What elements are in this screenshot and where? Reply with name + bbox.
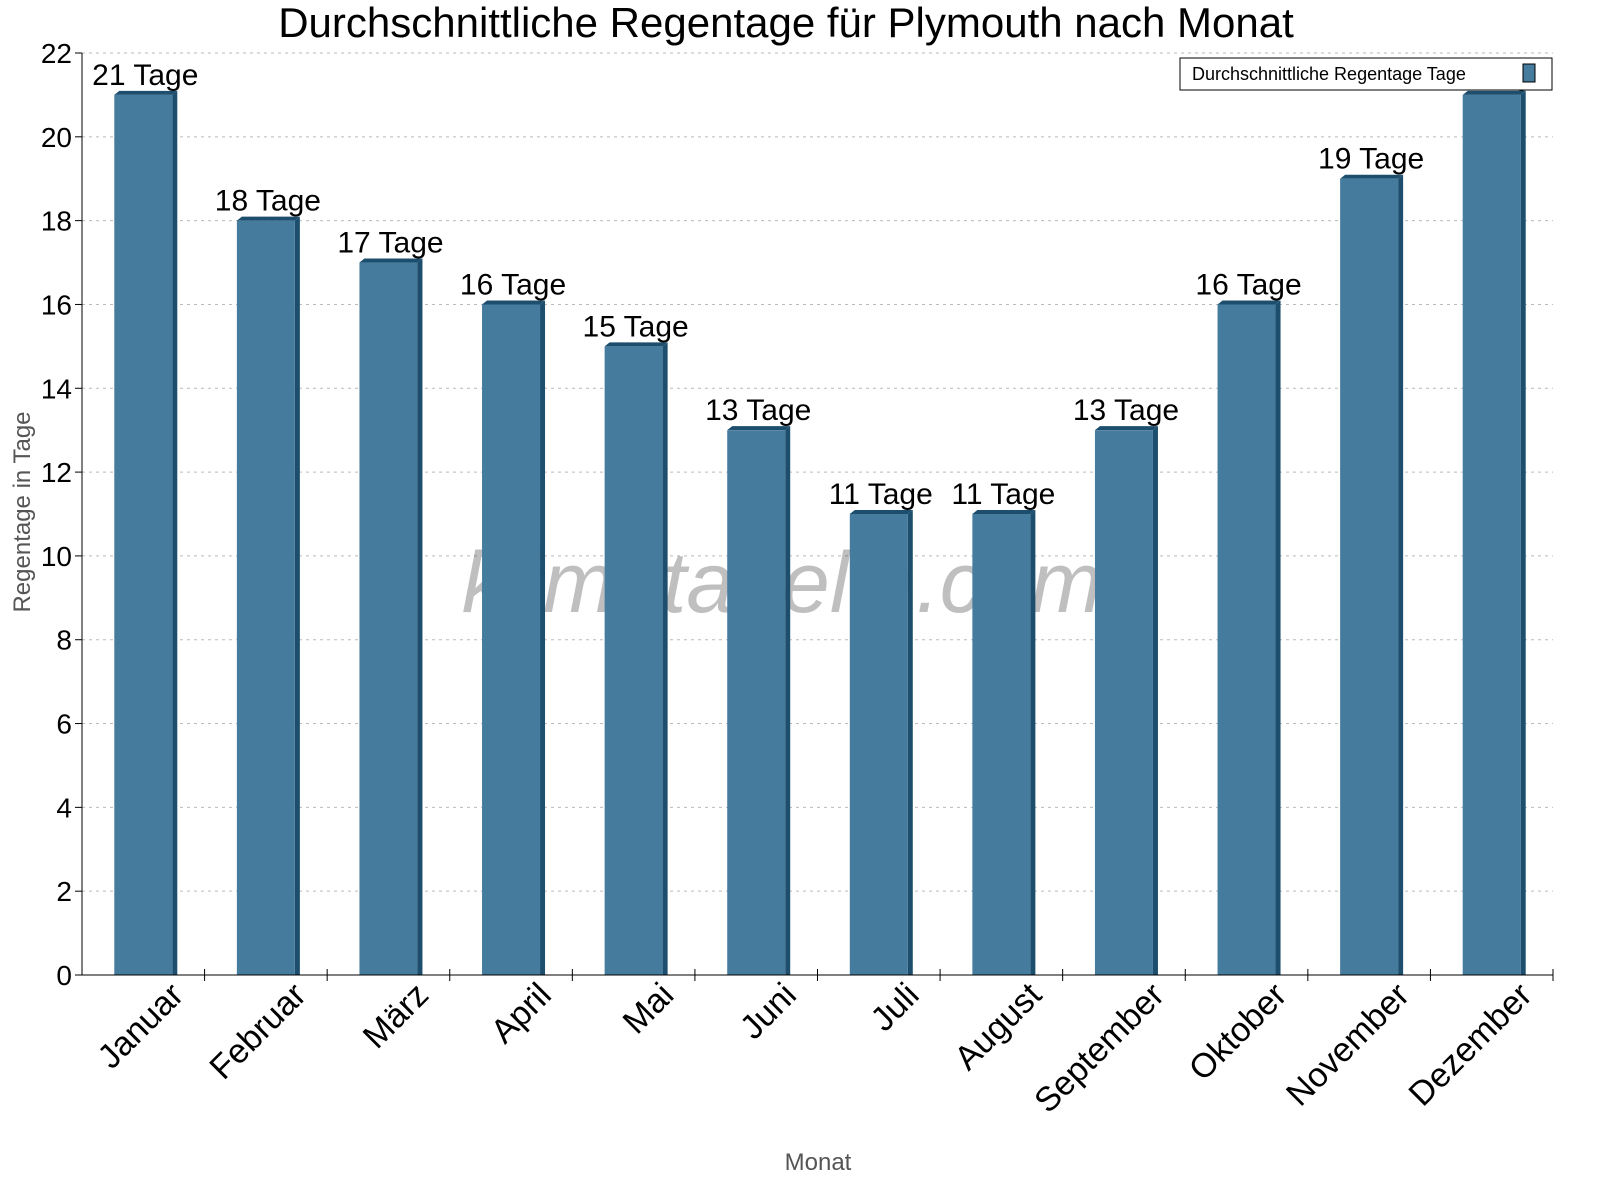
x-tick-label: August <box>947 975 1049 1077</box>
x-tick-label: Juni <box>733 976 804 1047</box>
bar-juli: 11 Tage <box>829 478 933 975</box>
data-label: 16 Tage <box>1195 268 1301 301</box>
bar-dezember: 21 Tage <box>1441 59 1547 976</box>
y-tick-label: 14 <box>41 373 72 404</box>
bar-side <box>1520 90 1526 976</box>
x-tick-label: Mai <box>616 976 682 1042</box>
x-axis-label: Monat <box>785 1149 852 1176</box>
bar-side <box>785 426 791 975</box>
y-tick-label: 8 <box>56 625 72 656</box>
x-tick-label: März <box>356 976 436 1056</box>
bar-märz: 17 Tage <box>337 227 444 976</box>
bar <box>1340 178 1399 975</box>
bar-top <box>114 90 178 95</box>
y-tick-label: 22 <box>41 38 72 69</box>
bar <box>1094 430 1153 975</box>
bar <box>359 262 418 976</box>
chart-title: Durchschnittliche Regentage für Plymouth… <box>278 0 1294 46</box>
bar-november: 19 Tage <box>1318 143 1424 975</box>
x-tick-label: Juli <box>863 976 926 1039</box>
x-tick-label: November <box>1279 976 1417 1114</box>
y-tick-label: 6 <box>56 709 72 740</box>
data-label: 13 Tage <box>1073 394 1179 427</box>
bar-top <box>849 510 913 514</box>
y-axis-label: Regentage in Tage <box>9 411 36 612</box>
bar <box>1217 304 1276 975</box>
bar-side <box>294 216 300 976</box>
bar-side <box>1152 426 1158 975</box>
bar-side <box>1398 174 1404 975</box>
bar-februar: 18 Tage <box>215 185 321 976</box>
bar-januar: 21 Tage <box>92 59 198 976</box>
data-label: 16 Tage <box>460 268 566 301</box>
bar-side <box>540 300 546 975</box>
bar <box>482 304 541 975</box>
bar-top <box>1094 426 1158 431</box>
data-label: 15 Tage <box>583 310 689 343</box>
bar-top <box>359 258 423 263</box>
y-tick-label: 0 <box>56 960 72 991</box>
bar-side <box>1030 510 1036 975</box>
bar-top <box>727 426 791 431</box>
x-tick-label: Dezember <box>1402 976 1540 1114</box>
data-label: 17 Tage <box>337 227 443 260</box>
data-label: 18 Tage <box>215 185 321 218</box>
x-tick-label: April <box>484 976 559 1051</box>
x-tick-label: September <box>1027 976 1171 1120</box>
legend: Durchschnittliche Regentage Tage <box>1179 57 1553 91</box>
bar-top <box>236 216 300 221</box>
legend-swatch <box>1522 63 1536 83</box>
bar-top <box>604 342 668 347</box>
bar-oktober: 16 Tage <box>1195 268 1302 975</box>
bar-side <box>662 342 668 975</box>
bar-side <box>417 258 423 976</box>
y-tick-label: 16 <box>41 289 72 320</box>
bar-august: 11 Tage <box>951 478 1055 975</box>
bar-top <box>482 300 546 305</box>
bar-mai: 15 Tage <box>583 310 689 975</box>
bar-top <box>1217 300 1281 305</box>
y-tick-label: 18 <box>41 206 72 237</box>
x-tick-label: Januar <box>91 976 191 1076</box>
data-label: 11 Tage <box>829 478 933 511</box>
bar-side <box>172 90 178 976</box>
bar <box>114 94 173 976</box>
y-tick-label: 2 <box>56 876 72 907</box>
x-tick-label: Februar <box>202 976 313 1087</box>
y-tick-label: 20 <box>41 122 72 153</box>
bar-top <box>1340 174 1404 179</box>
bar-juni: 13 Tage <box>705 394 811 975</box>
bar <box>972 514 1031 975</box>
bar <box>727 430 786 975</box>
data-label: 11 Tage <box>951 478 1055 511</box>
bar-september: 13 Tage <box>1073 394 1179 975</box>
bar-side <box>907 510 913 975</box>
data-label: 21 Tage <box>92 59 198 92</box>
bar-side <box>1275 300 1281 975</box>
bar <box>236 220 295 976</box>
bar-top <box>972 510 1036 514</box>
y-tick-label: 4 <box>56 792 72 823</box>
legend-label: Durchschnittliche Regentage Tage <box>1192 64 1466 84</box>
y-tick-label: 12 <box>41 457 72 488</box>
data-label: 19 Tage <box>1318 143 1424 176</box>
bar-april: 16 Tage <box>460 268 566 975</box>
bar <box>1462 94 1521 976</box>
y-tick-label: 10 <box>41 541 72 572</box>
bar <box>604 346 663 975</box>
bar-top <box>1462 90 1526 95</box>
x-tick-label: Oktober <box>1182 976 1294 1088</box>
bar <box>849 514 908 975</box>
data-label: 13 Tage <box>705 394 811 427</box>
